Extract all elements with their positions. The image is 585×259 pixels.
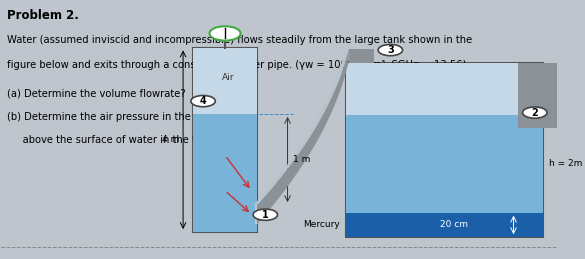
Text: (b) Determine the air pressure in the space: (b) Determine the air pressure in the sp…	[7, 112, 223, 121]
FancyBboxPatch shape	[518, 63, 568, 128]
FancyBboxPatch shape	[349, 49, 374, 63]
FancyBboxPatch shape	[193, 47, 257, 232]
Text: Air: Air	[222, 73, 235, 82]
Text: 4 m: 4 m	[162, 135, 179, 144]
Text: Mercury: Mercury	[304, 220, 340, 229]
Text: 2: 2	[531, 107, 538, 118]
Text: 20 cm: 20 cm	[441, 220, 469, 229]
Text: 1 m: 1 m	[293, 155, 311, 164]
Circle shape	[378, 45, 402, 56]
Text: Water (assumed inviscid and incompressible) flows steadily from the large tank s: Water (assumed inviscid and incompressib…	[7, 35, 472, 45]
Circle shape	[191, 96, 215, 107]
FancyBboxPatch shape	[193, 114, 257, 232]
Text: above the surface of water in the tank?: above the surface of water in the tank?	[7, 135, 219, 145]
Text: 3: 3	[387, 45, 394, 55]
Text: figure below and exits through a constant diameter pipe. (γw = 1000 kg/m³, SGHg : figure below and exits through a constan…	[7, 60, 466, 70]
FancyBboxPatch shape	[346, 63, 543, 237]
Text: h = 2m: h = 2m	[549, 160, 582, 168]
FancyBboxPatch shape	[346, 115, 543, 213]
FancyBboxPatch shape	[346, 63, 543, 115]
Text: 1: 1	[262, 210, 269, 220]
Circle shape	[253, 209, 277, 220]
FancyBboxPatch shape	[193, 47, 257, 114]
FancyBboxPatch shape	[543, 107, 565, 128]
Circle shape	[522, 107, 547, 118]
Polygon shape	[254, 49, 349, 205]
FancyBboxPatch shape	[346, 213, 543, 237]
Text: (a) Determine the volume flowrate?: (a) Determine the volume flowrate?	[7, 89, 185, 98]
Text: Problem 2.: Problem 2.	[7, 9, 79, 22]
FancyBboxPatch shape	[254, 205, 258, 224]
Circle shape	[209, 26, 240, 41]
Polygon shape	[257, 49, 349, 224]
Text: 4: 4	[199, 96, 207, 106]
